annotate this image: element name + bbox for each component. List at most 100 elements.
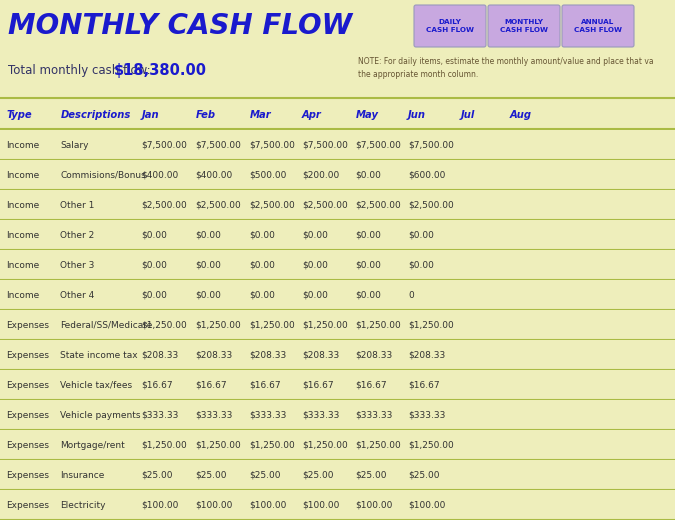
Text: $100.00: $100.00 xyxy=(249,500,287,510)
Text: $1,250.00: $1,250.00 xyxy=(249,320,295,330)
Text: $0.00: $0.00 xyxy=(249,291,275,300)
Text: Salary: Salary xyxy=(60,140,89,150)
Text: Total monthly cash flow:: Total monthly cash flow: xyxy=(8,64,151,77)
Text: $208.33: $208.33 xyxy=(195,350,233,359)
Text: Expenses: Expenses xyxy=(6,381,49,389)
Text: $2,500.00: $2,500.00 xyxy=(302,201,348,210)
Text: Federal/SS/Medicare: Federal/SS/Medicare xyxy=(60,320,153,330)
Text: $25.00: $25.00 xyxy=(408,471,439,479)
Text: State income tax: State income tax xyxy=(60,350,138,359)
Text: NOTE: For daily items, estimate the monthly amount/value and place that va
the a: NOTE: For daily items, estimate the mont… xyxy=(358,57,653,80)
Text: MONTHLY
CASH FLOW: MONTHLY CASH FLOW xyxy=(500,19,548,33)
Text: $0.00: $0.00 xyxy=(249,230,275,240)
Text: $1,250.00: $1,250.00 xyxy=(302,440,348,449)
Text: $0.00: $0.00 xyxy=(302,291,328,300)
Text: $100.00: $100.00 xyxy=(141,500,179,510)
Text: $333.33: $333.33 xyxy=(141,410,179,420)
Text: $0.00: $0.00 xyxy=(195,291,221,300)
Text: $16.67: $16.67 xyxy=(195,381,227,389)
Text: Expenses: Expenses xyxy=(6,350,49,359)
Text: $0.00: $0.00 xyxy=(141,261,167,269)
Text: $0.00: $0.00 xyxy=(408,261,434,269)
Text: $333.33: $333.33 xyxy=(408,410,446,420)
Text: $2,500.00: $2,500.00 xyxy=(408,201,454,210)
Text: $0.00: $0.00 xyxy=(408,230,434,240)
Text: $2,500.00: $2,500.00 xyxy=(355,201,401,210)
Text: Other 3: Other 3 xyxy=(60,261,94,269)
Text: $18,380.00: $18,380.00 xyxy=(114,63,207,77)
FancyBboxPatch shape xyxy=(562,5,634,47)
Text: $500.00: $500.00 xyxy=(249,171,287,179)
Text: $1,250.00: $1,250.00 xyxy=(141,440,187,449)
Text: 0: 0 xyxy=(408,291,414,300)
Text: $25.00: $25.00 xyxy=(195,471,227,479)
FancyBboxPatch shape xyxy=(488,5,560,47)
Text: Other 2: Other 2 xyxy=(60,230,94,240)
Text: $1,250.00: $1,250.00 xyxy=(355,320,401,330)
Text: Jul: Jul xyxy=(460,110,475,120)
Text: Electricity: Electricity xyxy=(60,500,106,510)
Text: $100.00: $100.00 xyxy=(195,500,233,510)
Text: Income: Income xyxy=(6,201,40,210)
Text: $0.00: $0.00 xyxy=(355,171,381,179)
Text: $25.00: $25.00 xyxy=(302,471,333,479)
Text: ANNUAL
CASH FLOW: ANNUAL CASH FLOW xyxy=(574,19,622,33)
Text: $7,500.00: $7,500.00 xyxy=(141,140,187,150)
Text: May: May xyxy=(355,110,379,120)
Text: $25.00: $25.00 xyxy=(249,471,281,479)
Text: $600.00: $600.00 xyxy=(408,171,446,179)
Text: $0.00: $0.00 xyxy=(195,261,221,269)
FancyBboxPatch shape xyxy=(414,5,486,47)
Text: Expenses: Expenses xyxy=(6,410,49,420)
Text: $208.33: $208.33 xyxy=(249,350,287,359)
Text: Expenses: Expenses xyxy=(6,320,49,330)
Text: Income: Income xyxy=(6,291,40,300)
Text: $400.00: $400.00 xyxy=(141,171,179,179)
Text: $0.00: $0.00 xyxy=(355,230,381,240)
Text: Jan: Jan xyxy=(141,110,159,120)
Text: $2,500.00: $2,500.00 xyxy=(141,201,187,210)
Text: Income: Income xyxy=(6,230,40,240)
Text: $7,500.00: $7,500.00 xyxy=(302,140,348,150)
Text: $208.33: $208.33 xyxy=(355,350,393,359)
Text: Mar: Mar xyxy=(249,110,271,120)
Text: Other 1: Other 1 xyxy=(60,201,94,210)
Text: $1,250.00: $1,250.00 xyxy=(141,320,187,330)
Text: $0.00: $0.00 xyxy=(355,261,381,269)
Text: $1,250.00: $1,250.00 xyxy=(355,440,401,449)
Text: $16.67: $16.67 xyxy=(249,381,281,389)
Text: $7,500.00: $7,500.00 xyxy=(355,140,401,150)
Text: Feb: Feb xyxy=(195,110,215,120)
Text: $208.33: $208.33 xyxy=(141,350,179,359)
Text: $208.33: $208.33 xyxy=(302,350,340,359)
Text: Income: Income xyxy=(6,171,40,179)
Text: DAILY
CASH FLOW: DAILY CASH FLOW xyxy=(426,19,474,33)
Text: $1,250.00: $1,250.00 xyxy=(408,320,454,330)
Text: $7,500.00: $7,500.00 xyxy=(249,140,295,150)
Text: MONTHLY CASH FLOW: MONTHLY CASH FLOW xyxy=(8,12,352,40)
Text: Expenses: Expenses xyxy=(6,471,49,479)
Text: $0.00: $0.00 xyxy=(249,261,275,269)
Text: $333.33: $333.33 xyxy=(195,410,233,420)
Text: $7,500.00: $7,500.00 xyxy=(408,140,454,150)
Text: Vehicle payments: Vehicle payments xyxy=(60,410,141,420)
Text: $400.00: $400.00 xyxy=(195,171,233,179)
Text: Mortgage/rent: Mortgage/rent xyxy=(60,440,125,449)
Text: $7,500.00: $7,500.00 xyxy=(195,140,241,150)
Text: $25.00: $25.00 xyxy=(141,471,173,479)
Text: $2,500.00: $2,500.00 xyxy=(249,201,295,210)
Text: $25.00: $25.00 xyxy=(355,471,387,479)
Text: Type: Type xyxy=(6,110,32,120)
Text: $1,250.00: $1,250.00 xyxy=(249,440,295,449)
Text: $0.00: $0.00 xyxy=(302,261,328,269)
Text: $1,250.00: $1,250.00 xyxy=(195,440,241,449)
Text: $0.00: $0.00 xyxy=(355,291,381,300)
Text: $100.00: $100.00 xyxy=(355,500,393,510)
Text: Expenses: Expenses xyxy=(6,440,49,449)
Text: $333.33: $333.33 xyxy=(355,410,393,420)
Text: Apr: Apr xyxy=(302,110,322,120)
Text: $333.33: $333.33 xyxy=(302,410,340,420)
Text: $1,250.00: $1,250.00 xyxy=(195,320,241,330)
Text: $0.00: $0.00 xyxy=(141,291,167,300)
Text: $100.00: $100.00 xyxy=(408,500,446,510)
